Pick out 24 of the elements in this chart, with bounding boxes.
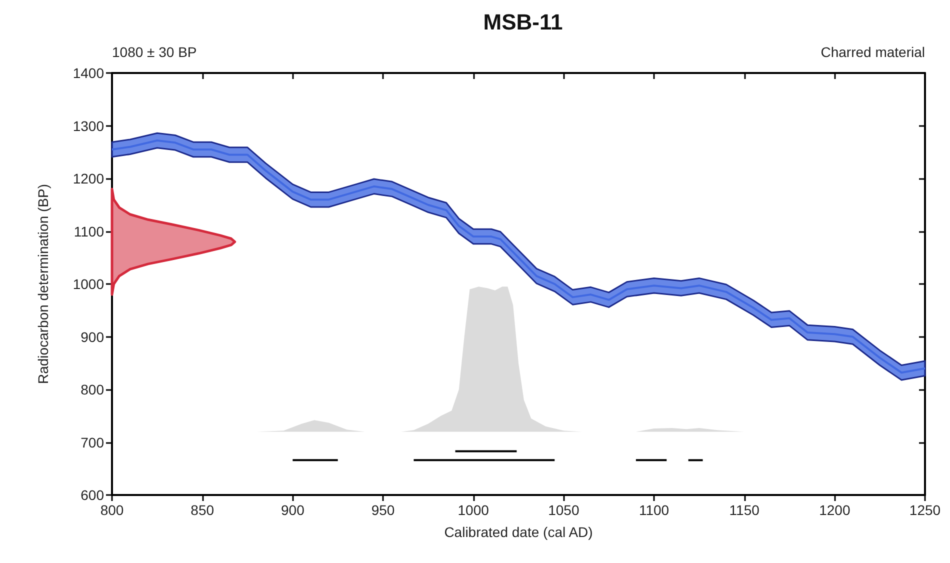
y-tick-label: 600 (80, 487, 104, 503)
x-tick-label: 1200 (819, 502, 850, 518)
x-tick-label: 900 (280, 502, 305, 518)
x-tick-label: 1100 (638, 502, 670, 518)
y-tick-label: 900 (80, 328, 104, 345)
x-tick-label: 850 (190, 502, 214, 518)
x-tick-label: 950 (371, 502, 395, 518)
x-tick-label: 1000 (458, 502, 490, 518)
x-tick-label: 1050 (548, 502, 580, 518)
x-tick-label: 1250 (909, 502, 941, 518)
y-tick-label: 800 (80, 382, 104, 398)
y-tick-label: 1200 (72, 170, 104, 186)
y-tick-label: 1100 (74, 223, 104, 240)
x-tick-label: 1150 (729, 502, 760, 518)
y-tick-label: 1000 (72, 276, 104, 292)
y-axis-title: Radiocarbon determination (BP) (35, 184, 51, 384)
y-tick-label: 1400 (72, 65, 104, 81)
y-tick-label: 1300 (72, 118, 104, 134)
text: Charred material (820, 44, 926, 60)
y-tick-label: 700 (80, 434, 104, 450)
text: 1080 ± 30 BP (112, 44, 197, 60)
x-tick-label: 800 (100, 502, 124, 518)
x-axis-title: Calibrated date (cal AD) (444, 524, 593, 540)
chart-title: MSB-11 (483, 10, 563, 34)
